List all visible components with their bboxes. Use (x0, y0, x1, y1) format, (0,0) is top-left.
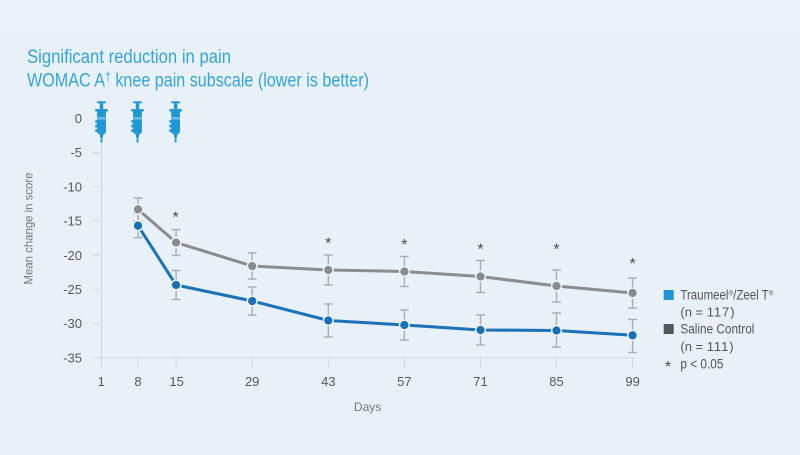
svg-text:Saline Control: Saline Control (680, 322, 754, 337)
svg-text:(n = 117): (n = 117) (680, 305, 734, 320)
svg-text:-15: -15 (63, 214, 82, 229)
svg-text:-20: -20 (63, 248, 82, 263)
svg-text:p < 0.05: p < 0.05 (680, 357, 723, 372)
svg-text:-35: -35 (63, 350, 82, 365)
svg-text:Traumeel®/Zeel T®: Traumeel®/Zeel T® (680, 288, 773, 303)
svg-text:Mean change in score: Mean change in score (22, 172, 36, 284)
svg-text:*: * (325, 236, 331, 253)
svg-text:8: 8 (134, 374, 141, 389)
svg-text:1: 1 (98, 374, 105, 389)
svg-text:WOMAC A† knee pain subscale (l: WOMAC A† knee pain subscale (lower is be… (27, 70, 369, 92)
svg-text:15: 15 (169, 374, 183, 389)
svg-text:0: 0 (75, 111, 82, 126)
svg-text:-25: -25 (63, 282, 82, 297)
svg-text:*: * (665, 359, 671, 376)
svg-text:43: 43 (321, 374, 335, 389)
svg-text:-10: -10 (63, 179, 82, 194)
svg-text:99: 99 (625, 374, 639, 389)
svg-text:57: 57 (397, 374, 411, 389)
svg-text:*: * (629, 256, 635, 273)
svg-text:29: 29 (245, 374, 259, 389)
svg-text:Significant reduction in pain: Significant reduction in pain (27, 47, 231, 68)
svg-text:71: 71 (473, 374, 487, 389)
svg-text:*: * (477, 241, 483, 258)
svg-text:-5: -5 (70, 145, 82, 160)
svg-text:*: * (553, 241, 559, 258)
svg-text:*: * (401, 237, 407, 254)
svg-text:*: * (172, 209, 178, 226)
svg-text:(n = 111): (n = 111) (680, 339, 733, 354)
svg-text:Days: Days (354, 400, 381, 414)
svg-text:-30: -30 (63, 316, 82, 331)
svg-text:85: 85 (549, 374, 563, 389)
